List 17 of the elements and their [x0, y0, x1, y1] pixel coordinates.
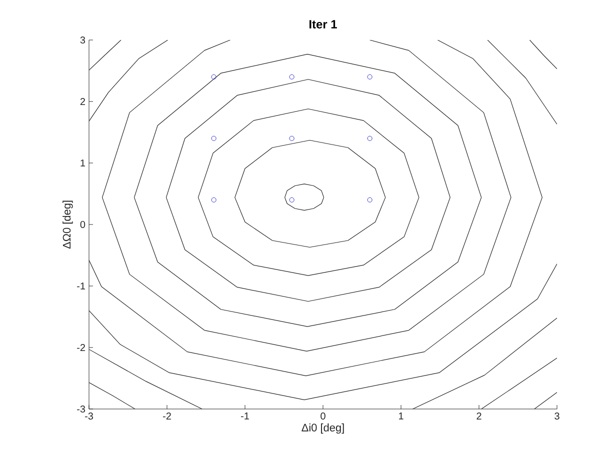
x-tick-label: 2: [476, 412, 482, 420]
y-tick-label: 3: [80, 36, 86, 44]
x-tick-label: 1: [398, 412, 404, 420]
x-tick-label: -1: [241, 412, 249, 420]
y-tick-label: 2: [80, 98, 85, 105]
y-tick-label: -3: [77, 405, 86, 413]
y-tick-label: 1: [80, 160, 86, 166]
x-tick-label: 0: [320, 412, 326, 420]
y-tick-label: 0: [80, 220, 86, 228]
x-axis-title: Δi0 [deg]: [302, 423, 344, 434]
x-tick-label: -2: [163, 412, 171, 420]
x-tick-label: 3: [554, 412, 560, 420]
y-axis-title: ΔΩ0 [deg]: [62, 200, 73, 249]
x-tick-label: -3: [85, 412, 93, 420]
y-tick-label: -1: [77, 282, 86, 290]
y-tick-label: -2: [77, 344, 85, 351]
chart-title: Iter 1: [310, 20, 337, 28]
